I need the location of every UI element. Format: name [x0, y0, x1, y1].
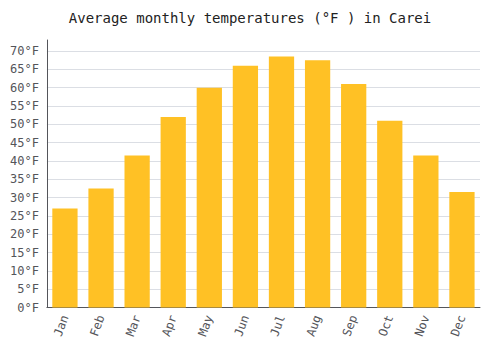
svg-text:0°F: 0°F: [17, 301, 39, 315]
svg-text:Feb: Feb: [87, 313, 108, 338]
svg-text:Nov: Nov: [412, 313, 433, 338]
svg-text:65°F: 65°F: [10, 62, 39, 76]
svg-text:Sep: Sep: [340, 313, 361, 338]
svg-text:Jul: Jul: [268, 313, 289, 338]
svg-text:Average monthly temperatures (: Average monthly temperatures (°F ) in Ca…: [69, 10, 431, 26]
svg-text:Apr: Apr: [159, 313, 180, 338]
svg-text:Jun: Jun: [231, 313, 252, 338]
svg-text:Oct: Oct: [376, 313, 397, 338]
svg-text:35°F: 35°F: [10, 172, 39, 186]
svg-text:10°F: 10°F: [10, 264, 39, 278]
svg-text:15°F: 15°F: [10, 246, 39, 260]
svg-text:5°F: 5°F: [17, 282, 39, 296]
svg-text:30°F: 30°F: [10, 191, 39, 205]
svg-text:Jan: Jan: [51, 313, 72, 338]
svg-text:70°F: 70°F: [10, 44, 39, 58]
svg-text:Dec: Dec: [448, 313, 469, 338]
svg-text:25°F: 25°F: [10, 209, 39, 223]
svg-text:45°F: 45°F: [10, 136, 39, 150]
svg-text:20°F: 20°F: [10, 227, 39, 241]
svg-text:60°F: 60°F: [10, 81, 39, 95]
svg-text:Mar: Mar: [123, 313, 144, 338]
svg-text:Aug: Aug: [304, 313, 325, 338]
svg-text:50°F: 50°F: [10, 117, 39, 131]
svg-text:May: May: [195, 313, 216, 338]
svg-text:40°F: 40°F: [10, 154, 39, 168]
svg-text:55°F: 55°F: [10, 99, 39, 113]
